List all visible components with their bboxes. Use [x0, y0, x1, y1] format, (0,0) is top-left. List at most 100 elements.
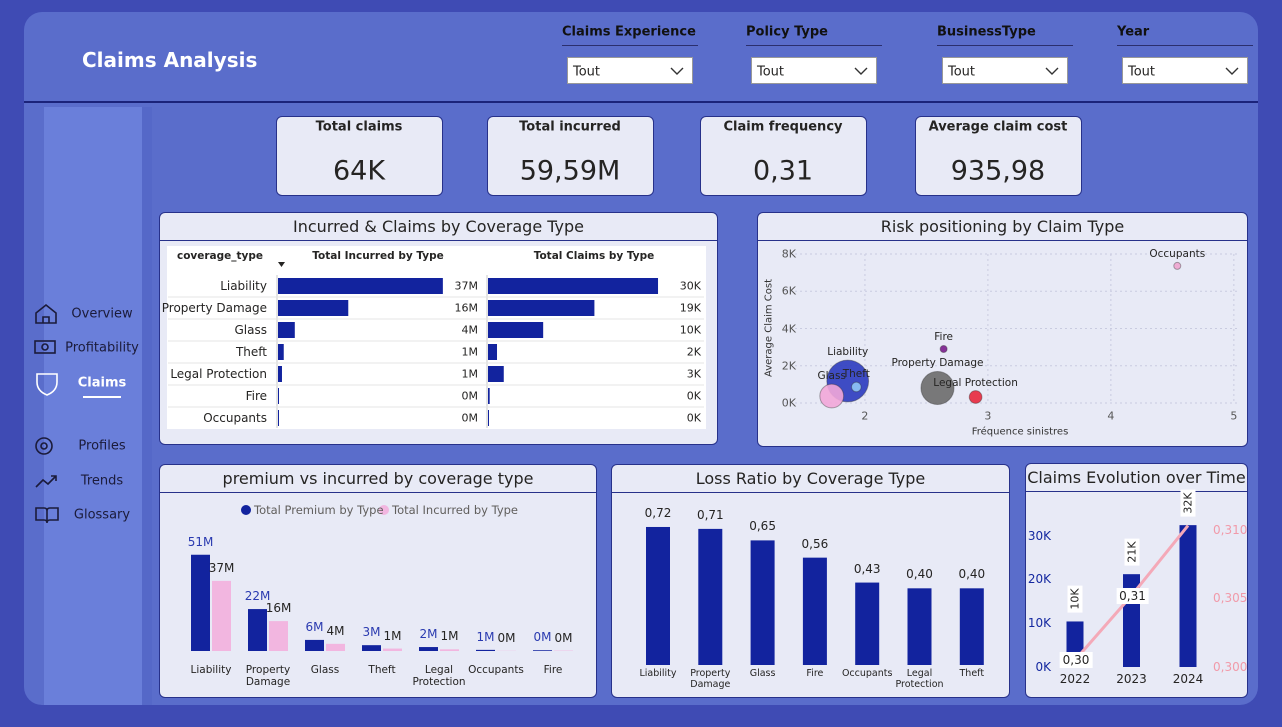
value-label: 37M: [454, 279, 479, 293]
filter-dropdown[interactable]: [751, 57, 877, 84]
kpi-label: Claim frequency: [723, 119, 843, 135]
bubble: [920, 370, 955, 406]
bubble: [819, 383, 845, 409]
kpi-value: 935,98: [950, 155, 1046, 187]
value-label: 19K: [679, 301, 701, 315]
value-label: 10K: [1067, 585, 1083, 614]
sort-arrow: [278, 262, 285, 267]
value-label: 10K: [679, 323, 701, 337]
bar: [476, 649, 495, 651]
bar: [1179, 525, 1197, 667]
filter-value[interactable]: Tout: [757, 64, 785, 80]
point-label: Fire: [934, 331, 953, 344]
x-tick-label: 2024: [1172, 672, 1204, 686]
filter-value[interactable]: Tout: [1128, 64, 1156, 80]
point-label: Property Damage: [891, 357, 984, 370]
filter-label: Policy Type: [746, 24, 828, 40]
nav-item[interactable]: Overview: [71, 306, 133, 322]
bar: [278, 410, 279, 426]
filter-dropdown[interactable]: [1122, 57, 1248, 84]
filter-value[interactable]: Tout: [948, 64, 976, 80]
filter-dropdown[interactable]: [567, 57, 693, 84]
nav-item[interactable]: Trends: [80, 473, 124, 489]
panel-title: Loss Ratio by Coverage Type: [612, 465, 1009, 493]
chevron: [1225, 67, 1239, 75]
value-label: 0K: [686, 411, 701, 425]
panel-title: Incurred & Claims by Coverage Type: [160, 213, 717, 241]
legend-label: Total Premium by Type: [254, 503, 384, 517]
bar: [305, 639, 324, 651]
bar: [488, 322, 544, 338]
kpi-label: Total claims: [315, 119, 403, 135]
panel-title: Risk positioning by Claim Type: [758, 213, 1247, 241]
bar: [419, 647, 438, 651]
value-label: 1M: [476, 629, 495, 644]
bar: [750, 540, 775, 665]
filter-rule: [1117, 45, 1253, 46]
row-label: Liability: [220, 279, 267, 293]
x-tick-label: 4: [1107, 409, 1115, 423]
value-label: 30K: [679, 279, 701, 293]
nav-item[interactable]: Profiles: [78, 438, 126, 454]
bar: [802, 557, 827, 665]
value-label: 0,72: [644, 505, 672, 520]
bar: [269, 621, 288, 651]
header-rule: [24, 101, 1258, 103]
value-label: 4M: [461, 323, 479, 337]
bar: [488, 278, 659, 294]
bar: [440, 649, 459, 651]
value-label: 0,31: [1116, 587, 1149, 604]
filter-rule: [937, 45, 1073, 46]
point-label: Glass: [817, 370, 846, 383]
kpi-value: 0,31: [752, 155, 814, 187]
panel: Risk positioning by Claim Type: [757, 212, 1248, 447]
bar: [907, 588, 932, 665]
icon-trend: [35, 475, 57, 488]
value-label: 2K: [686, 345, 701, 359]
y2-tick-label: 0,305: [1213, 591, 1248, 606]
bar: [278, 366, 282, 382]
nav-item[interactable]: Glossary: [73, 507, 131, 523]
nav-item[interactable]: Claims: [77, 375, 127, 391]
row-label: Fire: [245, 389, 267, 403]
value-label: 37M: [208, 560, 235, 575]
y2-tick-label: 0,310: [1213, 522, 1248, 537]
value-label: 0M: [461, 411, 479, 425]
filter-dropdown[interactable]: [942, 57, 1068, 84]
filter-value[interactable]: Tout: [573, 64, 601, 80]
legend-swatch: [379, 505, 389, 515]
bar: [383, 648, 402, 651]
value-label: 0,56: [801, 536, 829, 551]
y2-tick-label: 0,300: [1213, 660, 1248, 674]
panel: premium vs incurred by coverage type: [159, 464, 597, 698]
row-label: Glass: [234, 323, 268, 337]
bar: [488, 300, 595, 316]
value-label: 0M: [497, 630, 516, 645]
x-tick-label: 2023: [1116, 672, 1147, 686]
value-label: 0,65: [749, 519, 776, 534]
value-label: 0,43: [853, 561, 881, 576]
bubble: [851, 381, 862, 393]
nav-item[interactable]: Profitability: [65, 340, 139, 356]
bar: [278, 388, 279, 404]
value-label: 2M: [419, 627, 438, 642]
y-tick-label: 10K: [1027, 616, 1051, 631]
value-label: 16M: [265, 601, 292, 616]
bubble: [968, 390, 983, 404]
value-label: 0M: [461, 389, 479, 403]
bubble: [1173, 261, 1182, 270]
bar: [488, 366, 504, 382]
page-title: Claims Analysis: [82, 48, 258, 72]
bar: [326, 643, 345, 651]
chevron: [854, 67, 868, 75]
bar: [488, 410, 489, 426]
x-tick-label: Fire: [806, 668, 824, 679]
legend-swatch: [241, 505, 251, 515]
icon-book: [35, 507, 59, 524]
panel: Incurred & Claims by Coverage Type: [159, 212, 718, 445]
value-label: 0K: [686, 389, 701, 403]
bar: [278, 344, 284, 360]
value-label: 0M: [533, 630, 552, 645]
filter-label: Year: [1117, 24, 1150, 40]
value-label: 1M: [461, 367, 479, 381]
